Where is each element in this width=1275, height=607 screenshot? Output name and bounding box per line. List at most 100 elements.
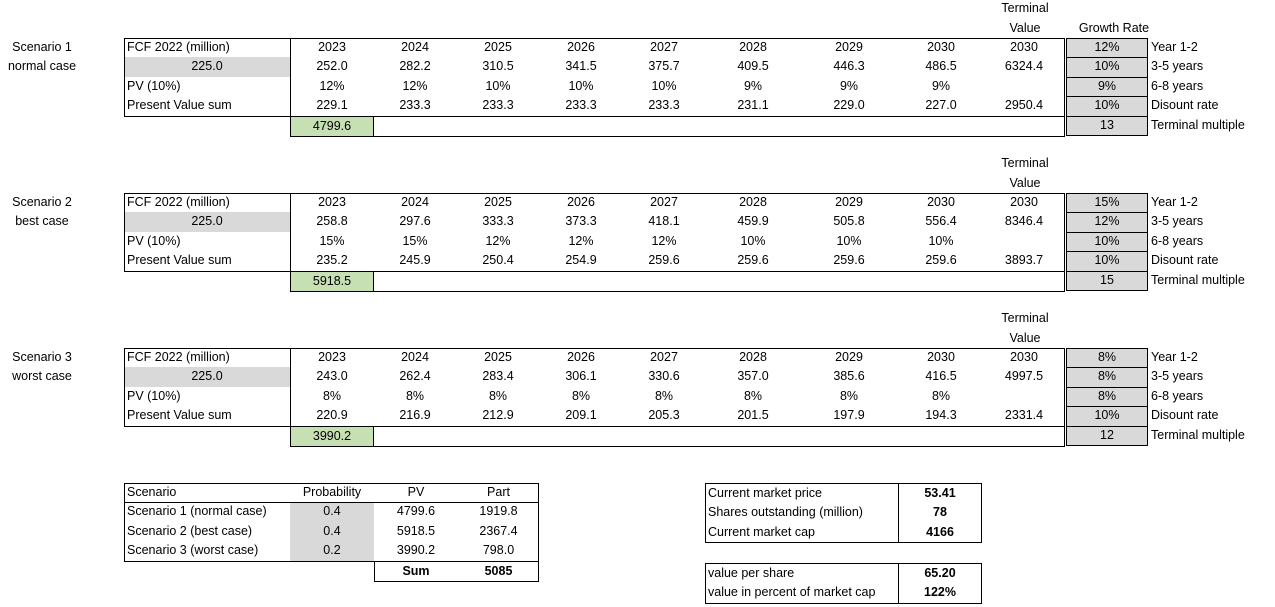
- fcf-value: 357.0: [737, 369, 769, 384]
- assumption-label: 3-5 years: [1151, 59, 1204, 74]
- assumption-value: 10%: [1094, 253, 1120, 268]
- assumption-label: Terminal multiple: [1151, 272, 1245, 287]
- fcf-value: 459.9: [737, 214, 769, 229]
- pv-value: 259.6: [737, 253, 769, 268]
- fcf-value: 333.3: [482, 214, 514, 229]
- pv-value: 194.3: [925, 408, 957, 423]
- market-value: 78: [933, 505, 947, 520]
- fcf-value: 341.5: [565, 59, 597, 74]
- sum-label: Sum: [402, 563, 430, 578]
- terminal-value-header: Terminal Value: [1001, 156, 1049, 190]
- market-value: 53.41: [924, 486, 956, 500]
- year-header: 2025: [484, 195, 512, 209]
- fcf-value: 243.0: [316, 369, 348, 384]
- total-value: 5918.5: [312, 273, 352, 288]
- scenario-case: worst case: [12, 369, 72, 384]
- year-header: 2024: [401, 195, 429, 209]
- growth-value: 8%: [654, 388, 674, 403]
- summary-header: PV: [407, 485, 425, 499]
- growth-value: 12%: [568, 233, 594, 248]
- assumption-value: 15%: [1094, 195, 1120, 209]
- fcf-value: 330.6: [648, 369, 680, 384]
- pv-value: 233.3: [565, 98, 597, 113]
- fcf-base-value: 225.0: [191, 214, 223, 229]
- assumption-label: Disount rate: [1151, 253, 1219, 268]
- assumption-value: 10%: [1094, 233, 1120, 248]
- pv-value: 245.9: [399, 253, 431, 268]
- growth-value: 8%: [405, 388, 425, 403]
- fcf-value: 486.5: [925, 59, 957, 74]
- pv-value: 229.0: [833, 98, 865, 113]
- pv-value: 231.1: [737, 98, 769, 113]
- total-row: [290, 270, 1065, 292]
- assumption-value: 10%: [1094, 408, 1120, 423]
- growth-value: 10%: [740, 233, 766, 248]
- pv-value: 254.9: [565, 253, 597, 268]
- scenario-name: Scenario 3: [12, 350, 72, 364]
- fcf-value: 446.3: [833, 59, 865, 74]
- pv-value: 259.6: [925, 253, 957, 268]
- assumption-value: 12%: [1094, 214, 1120, 229]
- market-table: [705, 483, 982, 544]
- valuation-value: 122%: [924, 585, 956, 600]
- year-header: 2026: [567, 350, 595, 364]
- year-header: 2029: [835, 40, 863, 54]
- assumption-label: Year 1-2: [1151, 350, 1198, 364]
- summary-pv: 4799.6: [396, 504, 436, 519]
- market-label: Current market cap: [708, 524, 815, 539]
- valuation-label: value per share: [708, 566, 795, 580]
- scenario-name: Scenario 2: [12, 195, 72, 209]
- growth-value: 15%: [402, 233, 428, 248]
- growth-value: 9%: [743, 78, 763, 93]
- year-header: 2030: [1010, 350, 1038, 364]
- summary-part: 1919.8: [479, 504, 518, 519]
- pv-value: 2331.4: [1004, 408, 1044, 423]
- year-header: 2025: [484, 350, 512, 364]
- year-header: 2030: [1010, 195, 1038, 209]
- assumption-value: 13: [1100, 117, 1114, 132]
- assumption-cell: [1066, 115, 1148, 136]
- row-label-pv-sum: Present Value sum: [127, 253, 232, 268]
- pv-value: 229.1: [316, 98, 348, 113]
- valuation-label: value in percent of market cap: [708, 585, 876, 600]
- year-header: 2028: [739, 350, 767, 364]
- pv-value: 201.5: [737, 408, 769, 423]
- year-header: 2028: [739, 40, 767, 54]
- row-label-fcf: FCF 2022 (million): [127, 195, 230, 209]
- pv-value: 227.0: [925, 98, 957, 113]
- terminal-value-header: Terminal Value: [1001, 1, 1049, 35]
- pv-value: 235.2: [316, 253, 348, 268]
- pv-value: 216.9: [399, 408, 431, 423]
- assumption-label: 6-8 years: [1151, 388, 1204, 403]
- year-header: 2023: [318, 40, 346, 54]
- year-header: 2030: [927, 350, 955, 364]
- assumption-label: Disount rate: [1151, 98, 1219, 113]
- year-header: 2030: [927, 195, 955, 209]
- summary-header: Probability: [302, 485, 362, 499]
- table-divider: [290, 348, 291, 445]
- growth-value: 8%: [322, 388, 342, 403]
- summary-part: 2367.4: [479, 523, 518, 538]
- pv-value: 209.1: [565, 408, 597, 423]
- growth-rate-header: Growth Rate: [1078, 20, 1150, 35]
- scenario-case: best case: [15, 214, 69, 229]
- year-header: 2025: [484, 40, 512, 54]
- fcf-value: 283.4: [482, 369, 514, 384]
- total-cell: [290, 270, 374, 292]
- assumption-label: 3-5 years: [1151, 369, 1204, 384]
- year-header: 2024: [401, 350, 429, 364]
- fcf-value: 310.5: [482, 59, 514, 74]
- valuation-table: [705, 563, 982, 604]
- fcf-value: 297.6: [399, 214, 431, 229]
- growth-value: 10%: [568, 78, 594, 93]
- scenario-name: Scenario 1: [12, 40, 72, 54]
- summary-probability: 0.4: [323, 504, 341, 519]
- row-label-fcf: FCF 2022 (million): [127, 40, 230, 54]
- fcf-value: 373.3: [565, 214, 597, 229]
- fcf-value: 556.4: [925, 214, 957, 229]
- assumption-label: 6-8 years: [1151, 78, 1204, 93]
- total-cell: [290, 425, 374, 447]
- assumption-cell: [1066, 425, 1148, 446]
- probability-cells: [290, 502, 374, 561]
- total-row: [290, 115, 1065, 137]
